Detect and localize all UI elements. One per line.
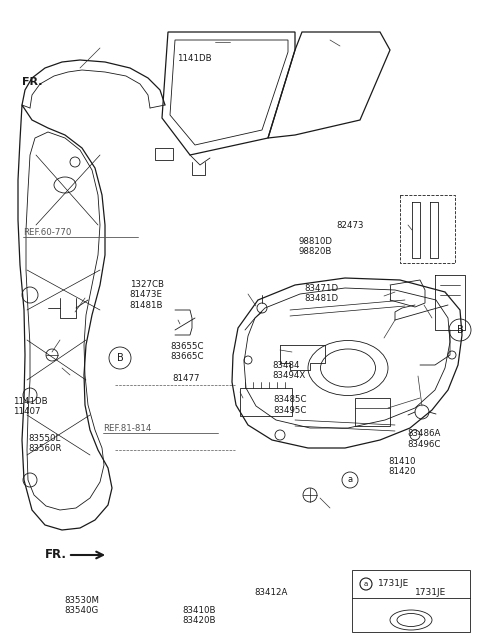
Text: 83410B
83420B: 83410B 83420B	[182, 606, 216, 625]
Text: FR.: FR.	[45, 549, 67, 562]
Text: 1327CB
81473E
81481B: 1327CB 81473E 81481B	[130, 280, 164, 310]
Text: 81477: 81477	[173, 374, 200, 383]
Text: a: a	[364, 581, 368, 587]
Text: B: B	[117, 353, 123, 363]
Text: a: a	[348, 476, 353, 485]
Text: 83655C
83665C: 83655C 83665C	[170, 342, 204, 361]
Text: B: B	[456, 325, 463, 335]
Text: REF.60-770: REF.60-770	[23, 228, 72, 237]
Text: FR.: FR.	[22, 77, 42, 87]
Text: 83550L
83560R: 83550L 83560R	[29, 434, 62, 453]
Text: 83412A: 83412A	[254, 588, 288, 597]
Text: 1731JE: 1731JE	[378, 579, 409, 588]
Text: REF.81-814: REF.81-814	[103, 424, 152, 433]
Text: 83471D
83481D: 83471D 83481D	[305, 284, 339, 303]
Text: 83485C
83495C: 83485C 83495C	[274, 395, 307, 415]
Text: 1141DB: 1141DB	[177, 54, 211, 63]
Text: 1731JE: 1731JE	[415, 588, 446, 597]
Text: 1141DB
11407: 1141DB 11407	[13, 397, 48, 416]
Text: 83530M
83540G: 83530M 83540G	[65, 596, 100, 615]
Text: 81410
81420: 81410 81420	[389, 457, 416, 476]
Text: 83484
83494X: 83484 83494X	[273, 361, 306, 380]
Text: 98810D
98820B: 98810D 98820B	[299, 237, 333, 256]
Text: 82473: 82473	[336, 221, 363, 230]
Text: 83486A
83496C: 83486A 83496C	[407, 429, 441, 449]
